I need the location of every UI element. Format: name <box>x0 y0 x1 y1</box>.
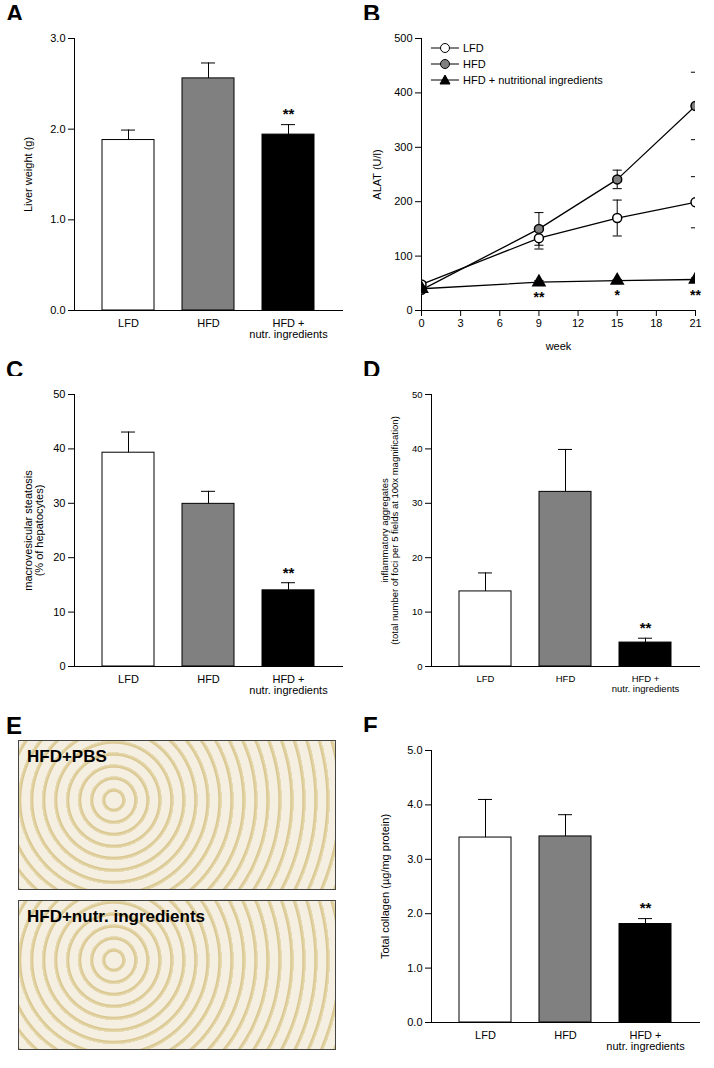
svg-text:**: ** <box>640 619 652 636</box>
html-text:HFD+PBS: HFD+PBS <box>27 747 107 766</box>
svg-text:**: ** <box>283 105 295 122</box>
svg-text:10: 10 <box>53 606 65 618</box>
svg-text:30: 30 <box>412 497 423 508</box>
svg-text:1.0: 1.0 <box>50 213 65 225</box>
svg-text:**: ** <box>283 564 295 581</box>
svg-text:**: ** <box>690 287 701 303</box>
svg-text:50: 50 <box>412 389 423 400</box>
svg-text:HFD: HFD <box>197 317 220 329</box>
svg-text:Total collagen (µg/mg protein): Total collagen (µg/mg protein) <box>379 814 391 959</box>
svg-text:HFD +nutr. ingredients: HFD +nutr. ingredients <box>606 1029 685 1052</box>
svg-text:HFD: HFD <box>197 673 220 685</box>
svg-text:**: ** <box>640 899 652 916</box>
svg-text:*: * <box>614 287 620 303</box>
svg-text:week: week <box>545 340 572 352</box>
svg-text:0: 0 <box>418 317 424 329</box>
svg-text:10: 10 <box>412 606 423 617</box>
svg-text:ALAT (U/l): ALAT (U/l) <box>371 149 383 199</box>
svg-text:HFD: HFD <box>554 1029 577 1041</box>
svg-text:200: 200 <box>394 195 412 207</box>
svg-text:HFD: HFD <box>556 673 576 684</box>
svg-text:2.0: 2.0 <box>50 123 65 135</box>
svg-text:**: ** <box>533 289 544 305</box>
svg-text:100: 100 <box>394 250 412 262</box>
svg-text:400: 400 <box>394 86 412 98</box>
svg-text:30: 30 <box>53 497 65 509</box>
html-text:F: F <box>363 712 378 739</box>
svg-text:50: 50 <box>53 388 65 400</box>
svg-text:20: 20 <box>412 552 423 563</box>
svg-text:9: 9 <box>536 317 542 329</box>
svg-text:300: 300 <box>394 141 412 153</box>
svg-text:5.0: 5.0 <box>407 744 422 756</box>
svg-text:LFD: LFD <box>118 317 139 329</box>
svg-text:40: 40 <box>53 442 65 454</box>
svg-text:15: 15 <box>611 317 623 329</box>
html-text:B: B <box>363 0 381 27</box>
svg-text:0.0: 0.0 <box>407 1016 422 1028</box>
svg-text:LFD: LFD <box>118 673 139 685</box>
svg-text:20: 20 <box>53 551 65 563</box>
svg-text:inflammatory aggregates(total: inflammatory aggregates(total number of … <box>379 416 400 645</box>
svg-text:HFD +nutr. ingredients: HFD +nutr. ingredients <box>612 673 680 694</box>
svg-text:21: 21 <box>689 317 701 329</box>
svg-text:2.0: 2.0 <box>407 907 422 919</box>
svg-text:LFD: LFD <box>477 673 495 684</box>
svg-text:4.0: 4.0 <box>407 798 422 810</box>
svg-text:0: 0 <box>406 304 412 316</box>
svg-text:LFD: LFD <box>475 1029 496 1041</box>
svg-text:40: 40 <box>412 443 423 454</box>
svg-text:HFD +nutr. ingredients: HFD +nutr. ingredients <box>249 317 328 340</box>
svg-text:macrovesicular steatosis(% of: macrovesicular steatosis(% of hepatocyte… <box>22 470 45 591</box>
svg-text:0.0: 0.0 <box>50 304 65 316</box>
svg-text:6: 6 <box>497 317 503 329</box>
html-text:E: E <box>6 712 22 739</box>
svg-text:3: 3 <box>458 317 464 329</box>
html-text:HFD+nutr. ingredients: HFD+nutr. ingredients <box>27 907 205 926</box>
svg-text:3.0: 3.0 <box>50 32 65 44</box>
svg-text:500: 500 <box>394 32 412 44</box>
html-text:LFD: LFD <box>463 42 484 54</box>
html-text:HFD: HFD <box>463 58 486 70</box>
svg-text:HFD +nutr. ingredients: HFD +nutr. ingredients <box>249 673 328 696</box>
html-text:HFD + nutritional ingredients: HFD + nutritional ingredients <box>463 74 603 86</box>
svg-text:12: 12 <box>572 317 584 329</box>
svg-text:0: 0 <box>417 661 422 672</box>
html-text:C: C <box>6 356 24 383</box>
svg-text:0: 0 <box>59 660 65 672</box>
svg-text:Liver weight (g): Liver weight (g) <box>22 137 34 212</box>
svg-text:18: 18 <box>650 317 662 329</box>
html-text:D: D <box>363 356 381 383</box>
svg-text:1.0: 1.0 <box>407 962 422 974</box>
html-text:A: A <box>6 0 24 27</box>
svg-text:3.0: 3.0 <box>407 853 422 865</box>
